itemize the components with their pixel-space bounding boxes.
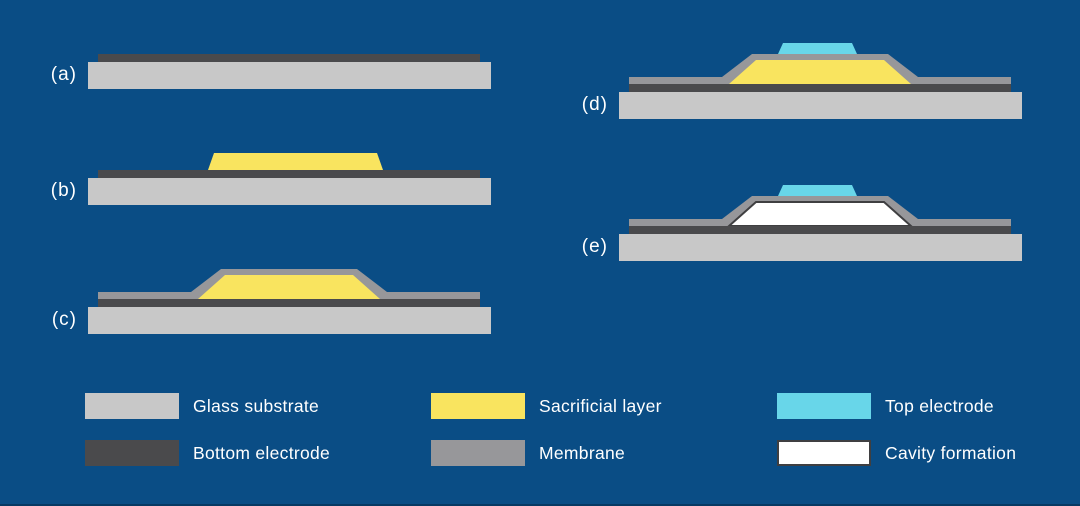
swatch-rect — [431, 393, 525, 419]
panel-c-cross-section — [88, 269, 491, 334]
legend-label: Glass substrate — [193, 395, 320, 416]
top-electrode-layer — [778, 185, 857, 196]
glass-substrate-layer — [619, 234, 1022, 261]
swatch-rect — [85, 440, 179, 466]
swatch-rect — [777, 440, 871, 466]
cavity-formation-swatch — [777, 440, 871, 466]
swatch-rect — [85, 393, 179, 419]
legend-item-sacrificial-layer: Sacrificial layer — [431, 393, 662, 419]
bottom-electrode-swatch — [85, 440, 179, 466]
legend-item-cavity-formation: Cavity formation — [777, 440, 1016, 466]
glass-substrate-layer — [88, 178, 491, 205]
bottom-electrode-layer — [98, 54, 480, 62]
panel-e-cross-section — [619, 185, 1022, 261]
glass-substrate-layer — [88, 62, 491, 89]
legend-label: Membrane — [539, 442, 626, 463]
bottom-electrode-layer — [98, 170, 480, 178]
legend-item-top-electrode: Top electrode — [777, 393, 994, 419]
panel-d-cross-section — [619, 43, 1022, 119]
legend-label: Sacrificial layer — [539, 395, 662, 416]
top-electrode-layer — [778, 43, 857, 54]
panel-label-d: (d) — [581, 94, 608, 115]
top-electrode-swatch — [777, 393, 871, 419]
panel-label-c: (c) — [51, 309, 77, 330]
glass-substrate-swatch — [85, 393, 179, 419]
panel-label-b: (b) — [50, 180, 77, 201]
swatch-rect — [431, 440, 525, 466]
panel-label-a: (a) — [50, 64, 77, 85]
glass-substrate-layer — [619, 92, 1022, 119]
sacrificial-layer — [729, 60, 911, 84]
legend-label: Bottom electrode — [193, 442, 331, 463]
bottom-electrode-layer — [629, 84, 1011, 92]
sacrificial-layer-swatch — [431, 393, 525, 419]
cavity-layer — [726, 201, 914, 227]
bottom-electrode-layer — [98, 299, 480, 307]
legend-item-bottom-electrode: Bottom electrode — [85, 440, 330, 466]
glass-substrate-layer — [88, 307, 491, 334]
legend-label: Cavity formation — [885, 442, 1017, 463]
panel-a-cross-section — [88, 54, 491, 89]
legend-label: Top electrode — [885, 395, 994, 416]
legend-item-membrane: Membrane — [431, 440, 625, 466]
sacrificial-layer — [198, 275, 380, 299]
bottom-electrode-layer — [629, 226, 1011, 234]
swatch-rect — [777, 393, 871, 419]
membrane-swatch — [431, 440, 525, 466]
panel-b-cross-section — [88, 153, 491, 205]
panel-label-e: (e) — [581, 236, 608, 257]
legend-item-glass-substrate: Glass substrate — [85, 393, 319, 419]
sacrificial-layer — [208, 153, 383, 170]
